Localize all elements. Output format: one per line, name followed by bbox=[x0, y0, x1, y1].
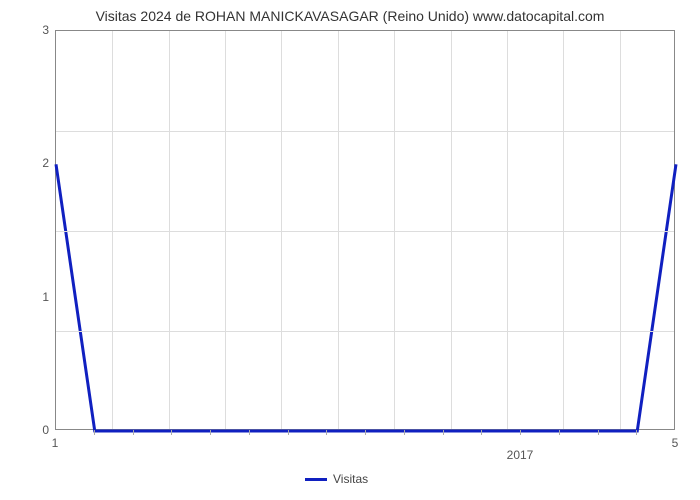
x-minor-tick bbox=[171, 430, 172, 435]
x-minor-tick bbox=[481, 430, 482, 435]
legend-label: Visitas bbox=[333, 472, 368, 486]
grid-line-vertical bbox=[451, 31, 452, 429]
x-tick-label: 5 bbox=[672, 436, 679, 450]
grid-line-vertical bbox=[338, 31, 339, 429]
x-minor-tick bbox=[133, 430, 134, 435]
x-minor-tick bbox=[288, 430, 289, 435]
x-minor-tick bbox=[404, 430, 405, 435]
grid-line-horizontal bbox=[56, 131, 674, 132]
chart-container: { "chart": { "type": "line", "title": "V… bbox=[0, 0, 700, 500]
x-minor-tick bbox=[210, 430, 211, 435]
grid-line-vertical bbox=[169, 31, 170, 429]
chart-title: Visitas 2024 de ROHAN MANICKAVASAGAR (Re… bbox=[0, 8, 700, 24]
x-minor-tick bbox=[443, 430, 444, 435]
x-tick-label-extra: 2017 bbox=[507, 448, 534, 462]
grid-line-vertical bbox=[112, 31, 113, 429]
series-line bbox=[56, 164, 676, 431]
legend-swatch bbox=[305, 478, 327, 481]
plot-area bbox=[55, 30, 675, 430]
grid-line-vertical bbox=[563, 31, 564, 429]
x-minor-tick bbox=[559, 430, 560, 435]
x-minor-tick bbox=[520, 430, 521, 435]
grid-line-vertical bbox=[620, 31, 621, 429]
grid-line-horizontal bbox=[56, 231, 674, 232]
x-minor-tick bbox=[598, 430, 599, 435]
grid-line-horizontal bbox=[56, 331, 674, 332]
y-tick-label: 2 bbox=[19, 156, 49, 170]
x-tick-label: 1 bbox=[52, 436, 59, 450]
x-minor-tick bbox=[365, 430, 366, 435]
grid-line-vertical bbox=[394, 31, 395, 429]
y-tick-label: 1 bbox=[19, 290, 49, 304]
x-minor-tick bbox=[249, 430, 250, 435]
x-minor-tick bbox=[636, 430, 637, 435]
grid-line-vertical bbox=[281, 31, 282, 429]
grid-line-vertical bbox=[225, 31, 226, 429]
x-minor-tick bbox=[326, 430, 327, 435]
x-minor-tick bbox=[94, 430, 95, 435]
legend: Visitas bbox=[305, 472, 368, 486]
grid-line-vertical bbox=[507, 31, 508, 429]
y-tick-label: 0 bbox=[19, 423, 49, 437]
y-tick-label: 3 bbox=[19, 23, 49, 37]
